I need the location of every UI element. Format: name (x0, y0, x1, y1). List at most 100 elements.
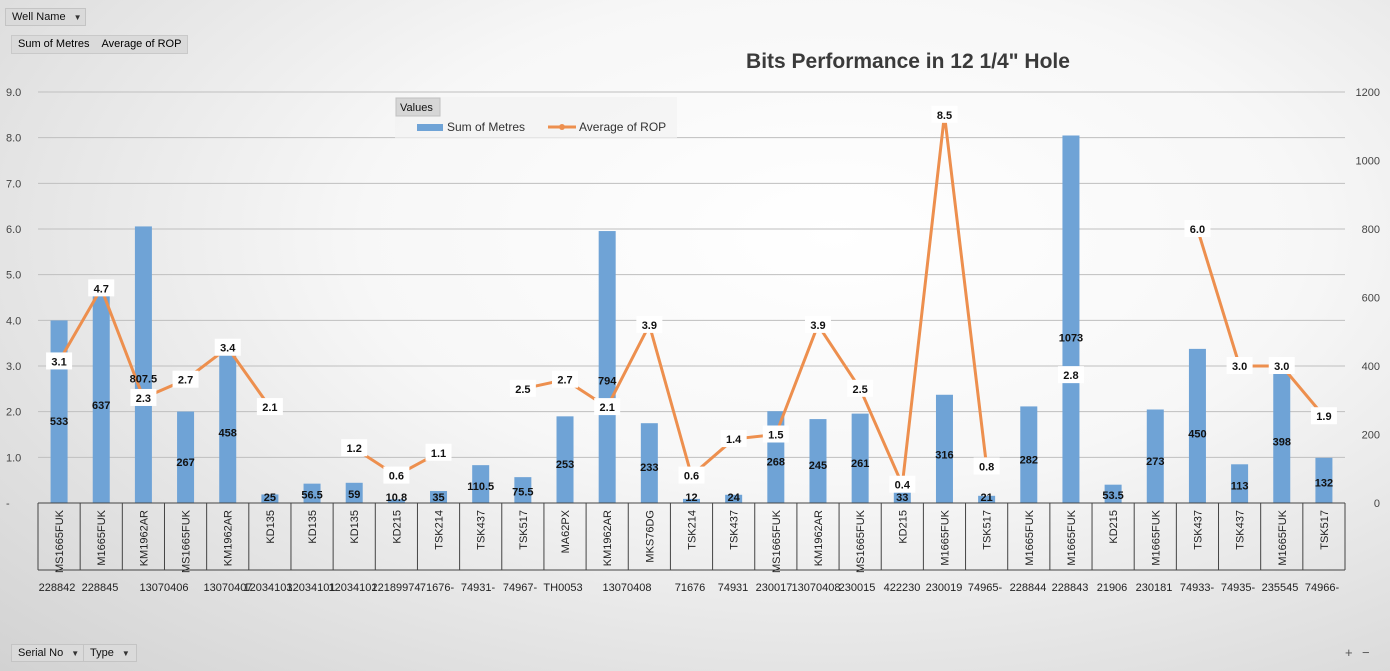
legend-label-rop: Average of ROP (579, 120, 666, 134)
type-category-label: KD215 (897, 510, 909, 544)
zoom-out-button[interactable]: − (1362, 645, 1370, 660)
rop-data-label: 0.4 (895, 480, 911, 492)
rop-data-label-box (762, 425, 789, 443)
rop-data-label-box (720, 430, 747, 448)
legend-values-button[interactable] (395, 97, 441, 117)
metres-data-label: 35 (432, 492, 444, 504)
rop-data-label-box (256, 398, 283, 416)
metres-bar[interactable] (134, 226, 152, 503)
rop-data-label: 3.0 (1274, 361, 1289, 373)
right-axis-tick-label: 800 (1362, 224, 1380, 236)
rop-data-label-box (1057, 366, 1084, 384)
metres-bar[interactable] (725, 494, 743, 503)
rop-data-label: 3.9 (810, 320, 825, 332)
right-axis-tick-label: 600 (1362, 293, 1380, 305)
metres-bar[interactable] (1104, 484, 1122, 503)
metres-bar[interactable] (430, 491, 448, 503)
metres-bar[interactable] (387, 499, 405, 503)
zoom-in-button[interactable]: + (1345, 645, 1353, 660)
serial-category-label: 74935- (1221, 582, 1256, 594)
rop-data-label: 2.5 (515, 384, 530, 396)
metres-bar[interactable] (1188, 348, 1206, 503)
metres-data-label: 267 (176, 457, 194, 469)
serial-category-label: 71676- (420, 582, 455, 594)
average-of-rop-field[interactable]: Average of ROP (101, 38, 182, 50)
rop-data-label: 0.8 (979, 461, 994, 473)
metres-bar[interactable] (1020, 406, 1038, 503)
type-category-label: KM1962AR (602, 510, 614, 566)
rop-data-label: 2.8 (1063, 370, 1078, 382)
metres-data-label: 458 (219, 427, 237, 439)
rop-data-label-box (552, 370, 579, 388)
type-category-label: MS1665FUK (771, 509, 783, 573)
metres-bar[interactable] (50, 320, 68, 503)
rop-data-label: 3.1 (51, 356, 66, 368)
type-category-label: TSK437 (729, 510, 741, 550)
metres-data-label: 807.5 (130, 374, 158, 386)
metres-bar[interactable] (556, 416, 574, 503)
metres-bar[interactable] (978, 495, 996, 503)
type-filter-button[interactable]: Type ▼ (83, 644, 137, 662)
type-category-label: KD135 (307, 510, 319, 544)
legend-swatch-metres (417, 124, 443, 131)
metres-bar[interactable] (935, 394, 953, 503)
metres-bar[interactable] (809, 419, 827, 503)
chart-legend: Values Sum of Metres Average of ROP (395, 97, 677, 139)
chart-title: Bits Performance in 12 1/4" Hole (746, 50, 1070, 73)
type-category-label: TSK437 (476, 510, 488, 550)
metres-bar[interactable] (1231, 464, 1249, 503)
serial-category-label: 230017 (756, 582, 793, 594)
metres-data-label: 233 (640, 462, 658, 474)
well-name-filter-label: Well Name (12, 11, 66, 23)
rop-data-label: 0.6 (389, 471, 404, 483)
serial-category-label: 74965- (968, 582, 1003, 594)
metres-bar[interactable] (92, 284, 110, 503)
metres-bar[interactable] (1273, 366, 1291, 503)
rop-data-label: 2.5 (852, 384, 867, 396)
metres-bar[interactable] (1062, 135, 1080, 503)
metres-bar[interactable] (598, 231, 616, 503)
metres-bar[interactable] (1315, 457, 1333, 503)
metres-data-label: 56.5 (301, 489, 322, 501)
metres-bar[interactable] (472, 465, 490, 503)
metres-data-label: 12 (685, 492, 697, 504)
metres-bar[interactable] (261, 494, 279, 503)
serial-category-label: 74931- (461, 582, 496, 594)
serial-category-label: 228843 (1052, 582, 1089, 594)
sum-of-metres-field[interactable]: Sum of Metres (18, 38, 90, 50)
metres-bar[interactable] (640, 423, 658, 503)
metres-data-label: 75.5 (512, 486, 533, 498)
type-category-label: MA62PX (560, 509, 572, 553)
type-category-label: KM1962AR (138, 510, 150, 566)
metres-data-label: 253 (556, 459, 574, 471)
type-category-label: M1665FUK (1024, 509, 1036, 565)
right-axis-tick-label: 200 (1362, 430, 1380, 442)
left-axis-tick-label: 2.0 (6, 407, 21, 419)
metres-bar[interactable] (683, 498, 700, 503)
rop-data-label-box (130, 388, 157, 406)
metres-bar[interactable] (219, 346, 237, 503)
metres-bar[interactable] (303, 483, 321, 503)
serial-no-filter-button[interactable]: Serial No ▼ (11, 644, 87, 662)
metres-bar[interactable] (1146, 409, 1164, 503)
serial-category-label: 12034103 (244, 582, 293, 594)
serial-category-label: 230181 (1136, 582, 1173, 594)
type-category-label: MS1665FUK (855, 509, 867, 573)
well-name-filter-button[interactable]: Well Name ▼ (5, 8, 86, 26)
serial-category-label: 74966- (1305, 582, 1340, 594)
serial-category-label: 228845 (82, 582, 119, 594)
rop-data-label: 0.6 (684, 471, 699, 483)
rop-data-label-box (172, 370, 199, 388)
rop-data-label-box (889, 475, 916, 493)
metres-bar[interactable] (851, 413, 869, 503)
metres-bar[interactable] (177, 411, 195, 503)
type-category-label: TSK517 (518, 510, 530, 550)
metres-data-label: 282 (1020, 455, 1038, 467)
metres-bar[interactable] (345, 482, 363, 503)
metres-bar[interactable] (514, 477, 532, 503)
rop-data-label-box (88, 279, 115, 297)
rop-data-label: 4.7 (94, 283, 109, 295)
metres-bar[interactable] (893, 491, 911, 503)
type-category-label: KD135 (349, 510, 361, 544)
